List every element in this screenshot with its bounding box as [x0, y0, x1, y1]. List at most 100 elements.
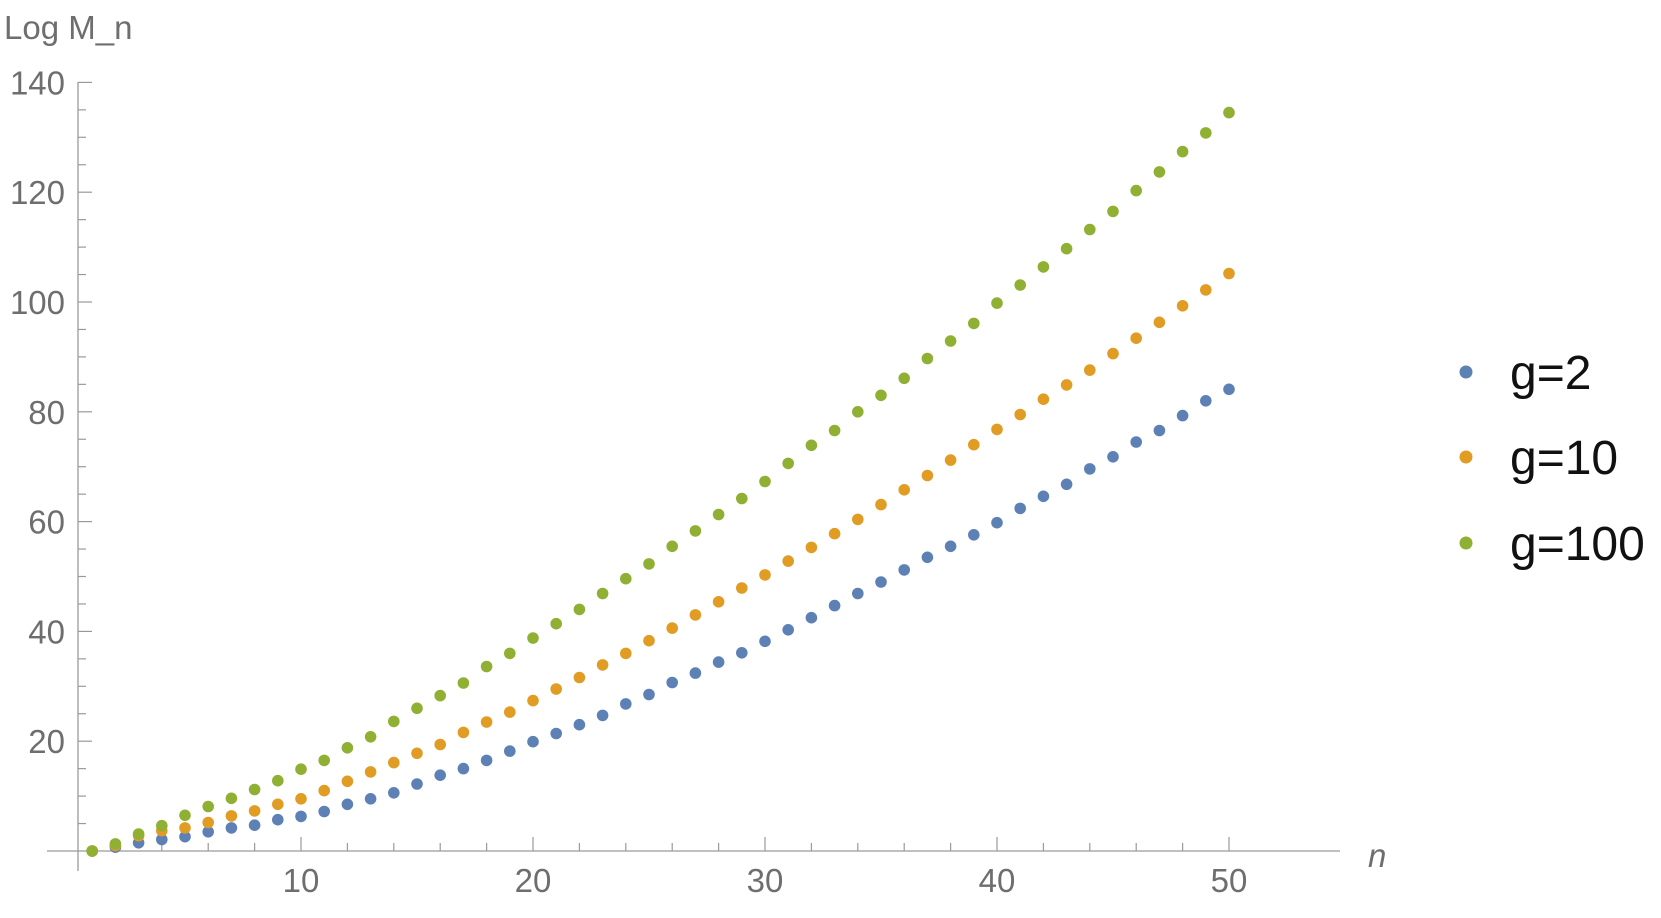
- legend-marker: [1459, 536, 1473, 550]
- data-point: [1084, 463, 1096, 475]
- data-point: [736, 582, 748, 594]
- data-point: [411, 778, 423, 790]
- legend-label: g=2: [1510, 347, 1591, 400]
- data-point: [828, 599, 841, 612]
- data-point: [550, 683, 562, 695]
- legend-label: g=10: [1510, 432, 1618, 485]
- data-point: [1200, 284, 1212, 296]
- data-point: [225, 792, 238, 805]
- data-point: [364, 793, 377, 805]
- legend-marker: [1459, 365, 1473, 379]
- data-point: [364, 731, 377, 743]
- y-tick-label: 120: [10, 174, 65, 211]
- data-point: [596, 709, 609, 722]
- data-point: [527, 694, 539, 707]
- data-point: [596, 659, 609, 671]
- data-point: [1014, 279, 1026, 291]
- series-3: [86, 106, 1235, 857]
- data-point: [527, 735, 539, 748]
- x-tick-label: 10: [283, 862, 320, 899]
- legend-item: g=10: [1459, 432, 1618, 485]
- legend: g=2 g=10 g=100: [1459, 347, 1645, 571]
- data-point: [573, 718, 586, 731]
- legend-item: g=100: [1459, 518, 1645, 571]
- data-point: [388, 756, 400, 769]
- data-point: [202, 816, 214, 829]
- data-point: [1060, 242, 1073, 255]
- data-point: [341, 775, 354, 788]
- x-tick-label: 50: [1211, 862, 1248, 899]
- data-point: [1130, 332, 1142, 345]
- data-point: [712, 596, 725, 608]
- data-point: [1107, 451, 1119, 463]
- data-point: [272, 798, 284, 811]
- x-tick-label: 40: [979, 862, 1016, 899]
- data-point: [921, 551, 934, 564]
- data-point: [921, 469, 934, 482]
- data-point: [248, 819, 261, 831]
- data-point: [156, 833, 168, 846]
- data-point: [1084, 223, 1096, 236]
- axes: 10 20 30 40 50 20 40 60 80 100 120 140: [10, 64, 1340, 899]
- data-point: [643, 634, 655, 647]
- y-tick-label: 40: [28, 613, 65, 650]
- data-point: [805, 611, 818, 624]
- data-point: [620, 572, 632, 585]
- data-point: [272, 813, 284, 826]
- data-point: [1176, 409, 1189, 422]
- data-point: [968, 317, 980, 330]
- data-point: [527, 632, 539, 644]
- y-axis-title: Log M_n: [4, 9, 132, 46]
- data-point: [1037, 393, 1050, 406]
- data-point: [875, 498, 887, 511]
- data-point: [434, 738, 447, 751]
- legend-marker: [1459, 450, 1473, 464]
- data-point: [828, 527, 841, 540]
- data-point: [1176, 300, 1189, 312]
- data-point: [550, 617, 562, 630]
- data-point: [666, 622, 678, 634]
- data-point: [1153, 316, 1166, 329]
- data-point: [1130, 436, 1142, 448]
- data-point: [179, 822, 191, 834]
- y-tick-label: 20: [28, 723, 65, 760]
- data-point: [759, 635, 771, 648]
- data-point: [944, 335, 957, 347]
- data-point: [991, 423, 1003, 436]
- data-point: [411, 747, 423, 760]
- data-point: [805, 439, 818, 452]
- data-point: [1107, 205, 1119, 218]
- data-point: [272, 774, 284, 787]
- data-point: [852, 513, 864, 526]
- data-point: [364, 766, 377, 778]
- data-point: [782, 555, 794, 567]
- data-point: [1037, 261, 1050, 273]
- data-point: [156, 819, 168, 832]
- data-point: [759, 569, 771, 581]
- data-point: [1060, 379, 1073, 391]
- data-point: [109, 838, 122, 850]
- y-tick-label: 60: [28, 504, 65, 541]
- data-point: [968, 438, 980, 451]
- data-point: [991, 516, 1003, 529]
- data-point: [411, 702, 423, 715]
- data-point: [86, 845, 98, 857]
- data-point: [1223, 267, 1235, 280]
- data-point: [1200, 395, 1212, 407]
- data-point: [179, 830, 191, 843]
- data-point: [689, 525, 702, 537]
- data-point: [388, 715, 400, 728]
- data-point: [736, 647, 748, 659]
- data-point: [1200, 127, 1212, 139]
- data-point: [225, 822, 238, 834]
- data-point: [1130, 184, 1142, 197]
- data-point: [573, 603, 586, 616]
- data-point: [480, 660, 493, 673]
- data-point: [341, 798, 354, 811]
- data-point: [457, 677, 470, 689]
- data-point: [480, 716, 493, 728]
- data-point: [318, 754, 331, 767]
- data-point: [434, 769, 447, 781]
